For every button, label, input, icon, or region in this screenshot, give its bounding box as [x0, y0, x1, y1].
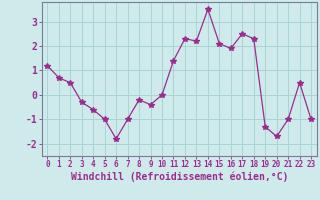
- X-axis label: Windchill (Refroidissement éolien,°C): Windchill (Refroidissement éolien,°C): [70, 172, 288, 182]
